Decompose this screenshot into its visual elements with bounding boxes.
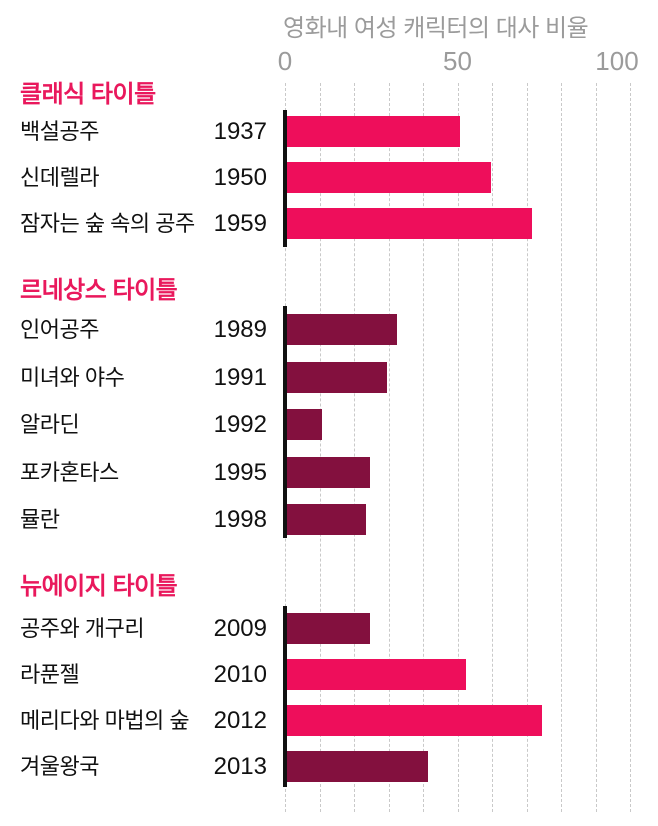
gridline (630, 83, 631, 812)
section-header: 뉴에이지 타이틀 (20, 573, 178, 600)
year-label: 2012 (213, 707, 267, 734)
bar (287, 162, 491, 193)
gridline (492, 83, 493, 812)
movie-label: 신데렐라 (20, 165, 99, 190)
year-label: 1992 (213, 411, 267, 438)
year-label: 1995 (213, 459, 267, 486)
year-label: 1937 (213, 118, 267, 145)
movie-label: 알라딘 (20, 412, 80, 437)
year-label: 2013 (213, 753, 267, 780)
axis-tick-50: 50 (443, 46, 472, 76)
movie-label: 포카혼타스 (20, 460, 119, 485)
gridline (595, 83, 597, 812)
year-label: 1998 (213, 506, 267, 533)
gridline (354, 83, 355, 812)
movie-label: 인어공주 (20, 317, 99, 342)
bar (287, 457, 370, 488)
year-label: 1950 (213, 164, 267, 191)
year-label: 1989 (213, 316, 267, 343)
gridline (388, 83, 390, 812)
axis-line (283, 110, 287, 247)
year-label: 1991 (213, 364, 267, 391)
gridline (319, 83, 321, 812)
gridline (526, 83, 528, 812)
bar (287, 705, 543, 736)
axis-tick-0: 0 (277, 46, 293, 76)
section-header: 클래식 타이틀 (20, 81, 156, 108)
axis-line (283, 306, 287, 538)
chart-title: 영화내 여성 캐릭터의 대사 비율 (283, 15, 589, 42)
bar (287, 116, 460, 147)
gridline (561, 83, 562, 812)
section-header: 르네상스 타이틀 (20, 277, 178, 304)
bar (287, 613, 370, 644)
axis-line (283, 606, 287, 787)
bar (287, 751, 429, 782)
movie-label: 겨울왕국 (20, 754, 99, 779)
movie-label: 잠자는 숲 속의 공주 (20, 211, 195, 236)
gridline (423, 83, 424, 812)
year-label: 1959 (213, 210, 267, 237)
movie-label: 라푼젤 (20, 662, 80, 687)
bar (287, 409, 322, 440)
movie-label: 뮬란 (20, 507, 60, 532)
movie-label: 백설공주 (20, 119, 99, 144)
movie-label: 미녀와 야수 (20, 365, 125, 390)
year-label: 2010 (213, 661, 267, 688)
bar (287, 362, 388, 393)
movie-label: 공주와 개구리 (20, 616, 145, 641)
gridline (457, 83, 459, 812)
bar (287, 208, 532, 239)
year-label: 2009 (213, 615, 267, 642)
movie-label: 메리다와 마법의 숲 (20, 708, 190, 733)
bar (287, 659, 467, 690)
bar (287, 504, 367, 535)
bar (287, 314, 398, 345)
axis-tick-100: 100 (595, 46, 639, 76)
